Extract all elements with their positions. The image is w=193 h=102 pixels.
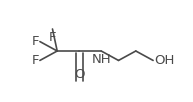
Text: F: F: [32, 35, 39, 48]
Text: F: F: [49, 31, 56, 44]
Text: OH: OH: [154, 54, 174, 67]
Text: F: F: [32, 54, 39, 67]
Text: NH: NH: [91, 53, 111, 66]
Text: O: O: [74, 68, 85, 81]
